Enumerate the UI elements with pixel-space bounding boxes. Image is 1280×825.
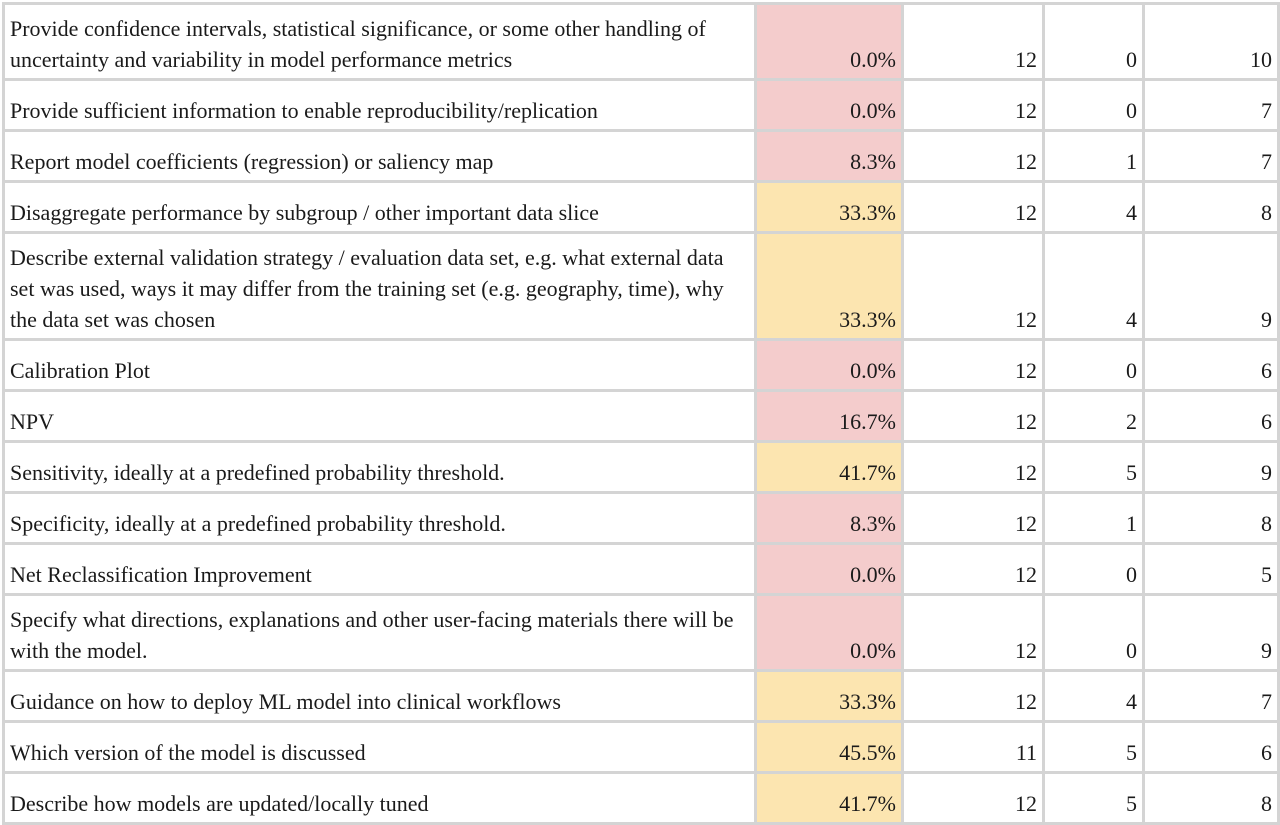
total-cell: 6 [1142,389,1280,443]
total-cell: 6 [1142,338,1280,392]
item-description: Guidance on how to deploy ML model into … [2,669,757,723]
percent-cell: 33.3% [754,231,904,341]
sample-size-cell: 12 [901,542,1045,596]
item-description: Calibration Plot [2,338,757,392]
table-row: Describe external validation strategy / … [2,231,1280,341]
table-row: Net Reclassification Improvement 0.0% 12 0 5 [2,542,1280,596]
percent-cell: 0.0% [754,78,904,132]
percent-cell: 16.7% [754,389,904,443]
percent-cell: 45.5% [754,720,904,774]
total-cell: 9 [1142,440,1280,494]
count-cell: 2 [1042,389,1145,443]
table-row: Sensitivity, ideally at a predefined pro… [2,440,1280,494]
table-row: Calibration Plot 0.0% 12 0 6 [2,338,1280,392]
total-cell: 9 [1142,231,1280,341]
count-cell: 5 [1042,720,1145,774]
sample-size-cell: 12 [901,440,1045,494]
item-description: Provide confidence intervals, statistica… [2,2,757,81]
total-cell: 6 [1142,720,1280,774]
table-row: Which version of the model is discussed 4… [2,720,1280,774]
count-cell: 0 [1042,78,1145,132]
percent-cell: 0.0% [754,338,904,392]
sample-size-cell: 12 [901,338,1045,392]
item-description: Describe external validation strategy / … [2,231,757,341]
total-cell: 7 [1142,669,1280,723]
sample-size-cell: 12 [901,389,1045,443]
item-description: Net Reclassification Improvement [2,542,757,596]
count-cell: 4 [1042,669,1145,723]
percent-cell: 0.0% [754,2,904,81]
item-description: Specify what directions, explanations an… [2,593,757,672]
count-cell: 4 [1042,231,1145,341]
sample-size-cell: 12 [901,491,1045,545]
count-cell: 0 [1042,542,1145,596]
total-cell: 10 [1142,2,1280,81]
item-description: Sensitivity, ideally at a predefined pro… [2,440,757,494]
total-cell: 8 [1142,180,1280,234]
count-cell: 0 [1042,338,1145,392]
total-cell: 7 [1142,129,1280,183]
count-cell: 1 [1042,491,1145,545]
sample-size-cell: 12 [901,771,1045,825]
table-row: Specify what directions, explanations an… [2,593,1280,672]
count-cell: 5 [1042,771,1145,825]
item-description: Report model coefficients (regression) o… [2,129,757,183]
percent-cell: 0.0% [754,542,904,596]
table-row: Report model coefficients (regression) o… [2,129,1280,183]
count-cell: 0 [1042,2,1145,81]
sample-size-cell: 12 [901,231,1045,341]
item-description: Specificity, ideally at a predefined pro… [2,491,757,545]
percent-cell: 0.0% [754,593,904,672]
sample-size-cell: 12 [901,593,1045,672]
percent-cell: 41.7% [754,771,904,825]
table-row: NPV 16.7% 12 2 6 [2,389,1280,443]
table-row: Provide sufficient information to enable… [2,78,1280,132]
percent-cell: 8.3% [754,491,904,545]
table-row: Disaggregate performance by subgroup / o… [2,180,1280,234]
percent-cell: 33.3% [754,669,904,723]
item-description: Disaggregate performance by subgroup / o… [2,180,757,234]
sample-size-cell: 11 [901,720,1045,774]
count-cell: 1 [1042,129,1145,183]
percent-cell: 33.3% [754,180,904,234]
item-description: Describe how models are updated/locally … [2,771,757,825]
total-cell: 7 [1142,78,1280,132]
table-row: Describe how models are updated/locally … [2,771,1280,825]
total-cell: 8 [1142,771,1280,825]
table-row: Guidance on how to deploy ML model into … [2,669,1280,723]
total-cell: 8 [1142,491,1280,545]
sample-size-cell: 12 [901,78,1045,132]
table-row: Provide confidence intervals, statistica… [2,2,1280,81]
item-description: Which version of the model is discussed [2,720,757,774]
percent-cell: 8.3% [754,129,904,183]
sample-size-cell: 12 [901,2,1045,81]
sample-size-cell: 12 [901,669,1045,723]
sample-size-cell: 12 [901,129,1045,183]
percent-cell: 41.7% [754,440,904,494]
count-cell: 4 [1042,180,1145,234]
item-description: NPV [2,389,757,443]
table-row: Specificity, ideally at a predefined pro… [2,491,1280,545]
count-cell: 0 [1042,593,1145,672]
item-description: Provide sufficient information to enable… [2,78,757,132]
sample-size-cell: 12 [901,180,1045,234]
count-cell: 5 [1042,440,1145,494]
total-cell: 5 [1142,542,1280,596]
total-cell: 9 [1142,593,1280,672]
